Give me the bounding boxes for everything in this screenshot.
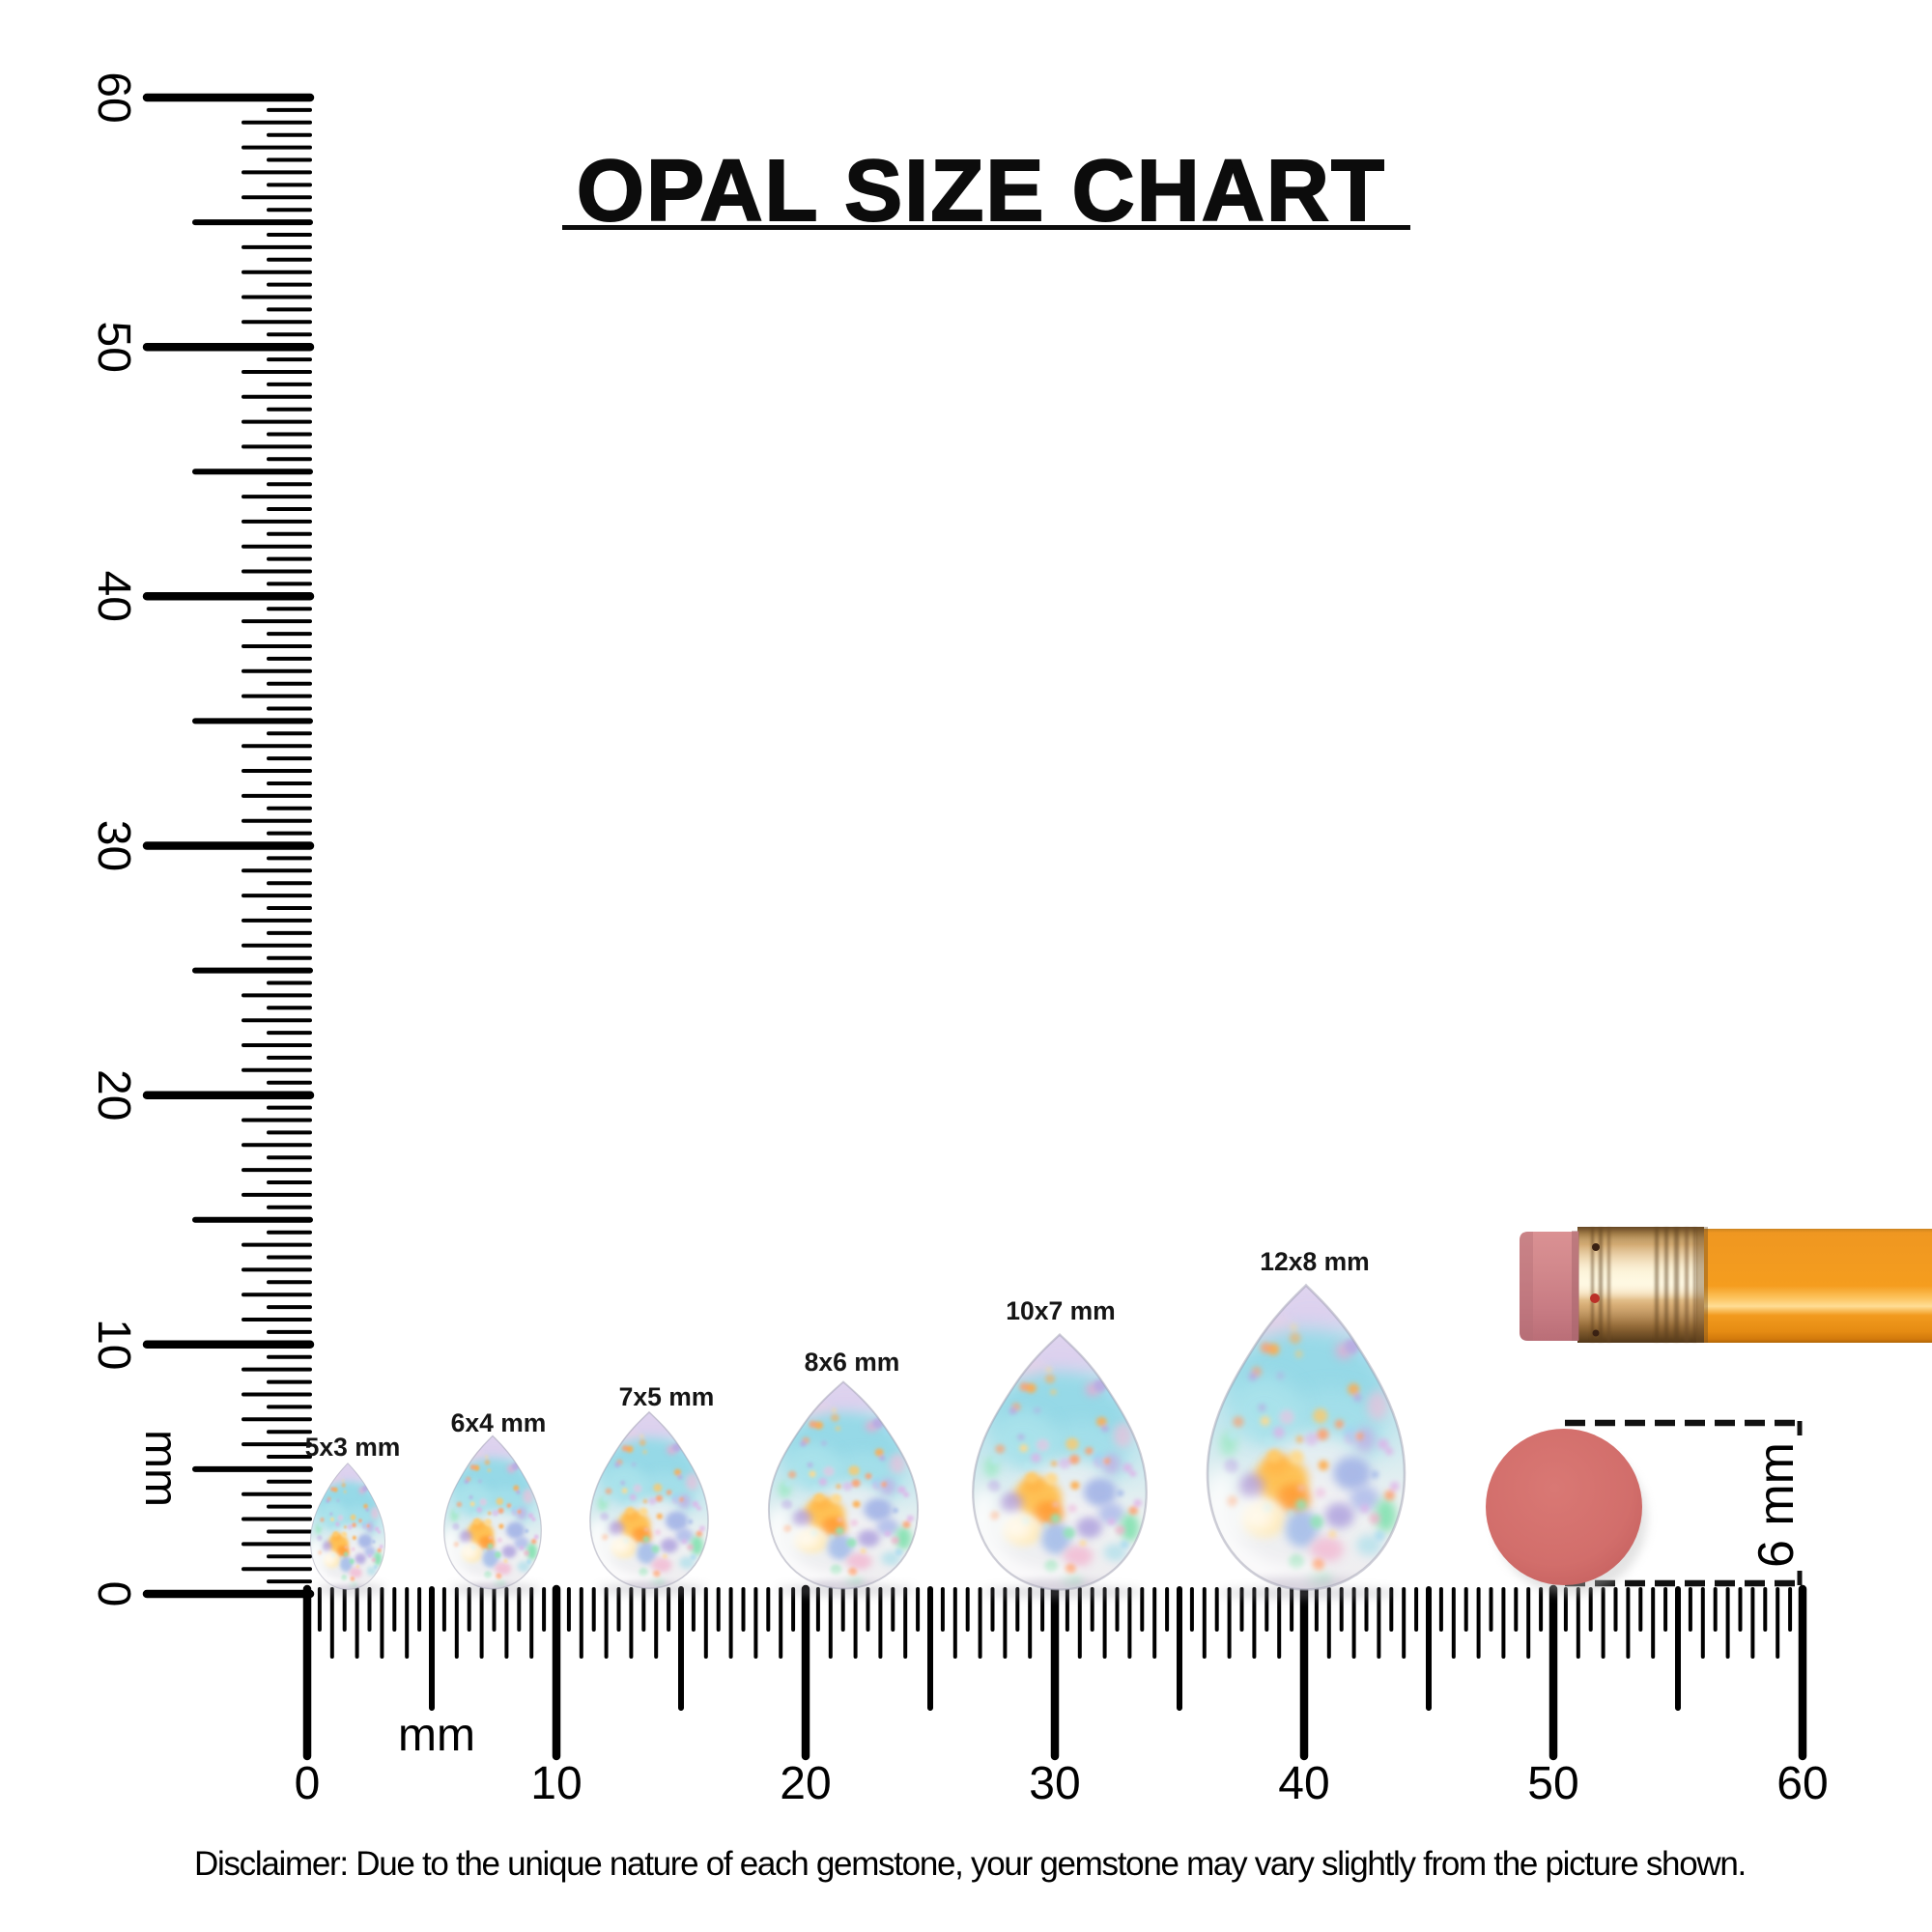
svg-text:10: 10 <box>530 1758 582 1809</box>
svg-text:0: 0 <box>88 1581 139 1607</box>
svg-text:6 mm: 6 mm <box>1748 1442 1804 1568</box>
svg-text:40: 40 <box>88 571 139 622</box>
svg-text:Disclaimer: Due to the unique: Disclaimer: Due to the unique nature of … <box>194 1845 1746 1883</box>
svg-text:60: 60 <box>1776 1758 1828 1809</box>
svg-text:6x4 mm: 6x4 mm <box>451 1408 547 1437</box>
svg-text:30: 30 <box>88 820 139 871</box>
svg-text:5x3 mm: 5x3 mm <box>305 1433 401 1462</box>
svg-text:7x5 mm: 7x5 mm <box>619 1382 715 1411</box>
svg-text:10: 10 <box>88 1319 139 1370</box>
svg-text:40: 40 <box>1278 1758 1329 1809</box>
svg-text:mm: mm <box>135 1430 186 1507</box>
svg-text:20: 20 <box>88 1069 139 1121</box>
svg-text:mm: mm <box>398 1710 475 1761</box>
svg-text:8x6 mm: 8x6 mm <box>805 1348 900 1377</box>
svg-text:30: 30 <box>1029 1758 1080 1809</box>
svg-text:0: 0 <box>295 1758 321 1809</box>
svg-text:10x7 mm: 10x7 mm <box>1006 1296 1115 1325</box>
svg-text:20: 20 <box>780 1758 831 1809</box>
svg-text:OPAL SIZE CHART: OPAL SIZE CHART <box>577 143 1386 240</box>
svg-text:12x8 mm: 12x8 mm <box>1260 1247 1369 1276</box>
svg-text:60: 60 <box>88 71 139 123</box>
svg-text:50: 50 <box>88 322 139 373</box>
svg-text:50: 50 <box>1527 1758 1578 1809</box>
